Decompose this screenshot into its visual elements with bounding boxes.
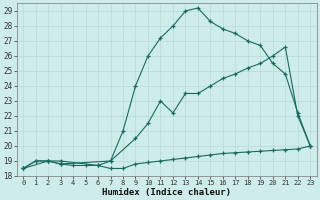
X-axis label: Humidex (Indice chaleur): Humidex (Indice chaleur): [102, 188, 231, 197]
